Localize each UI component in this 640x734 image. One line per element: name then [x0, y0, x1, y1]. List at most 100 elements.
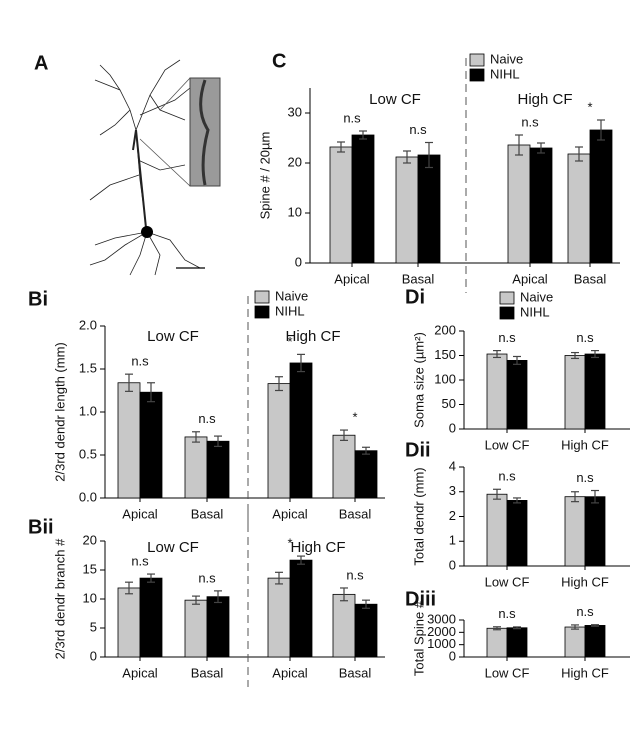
y-tick-label: 0.5: [79, 446, 97, 461]
significance-label: *: [587, 99, 592, 114]
panel-label: Diii: [405, 588, 436, 610]
y-axis-label: Total Spine #: [411, 600, 426, 676]
significance-label: n.s: [498, 330, 516, 345]
x-tick-label: Apical: [122, 665, 158, 680]
bar: [184, 599, 208, 658]
y-tick-label: 30: [288, 104, 302, 119]
y-tick-label: 15: [83, 561, 97, 576]
bar: [206, 596, 230, 658]
y-tick-label: 10: [83, 590, 97, 605]
significance-label: *: [352, 409, 357, 424]
y-tick-label: 100: [434, 371, 456, 386]
x-tick-label: Apical: [122, 506, 158, 521]
significance-label: n.s: [576, 470, 594, 485]
legend-swatch: [469, 53, 485, 67]
group-label: High CF: [517, 91, 572, 108]
bar: [564, 355, 586, 430]
x-tick-label: Basal: [574, 271, 607, 286]
bar: [584, 353, 606, 430]
bar: [332, 593, 356, 658]
y-tick-label: 0: [449, 648, 456, 663]
x-tick-label: Apical: [334, 271, 370, 286]
legend-label: Naive: [490, 51, 523, 66]
x-tick-label: Apical: [272, 506, 308, 521]
bar: [395, 156, 419, 264]
bar: [486, 493, 508, 567]
bar: [529, 147, 553, 264]
bar: [354, 603, 378, 658]
bar: [584, 496, 606, 567]
bar: [351, 134, 375, 264]
y-tick-label: 20: [288, 154, 302, 169]
y-tick-label: 2.0: [79, 317, 97, 332]
y-tick-label: 0: [90, 648, 97, 663]
x-tick-label: Basal: [191, 665, 224, 680]
bar: [589, 129, 613, 264]
legend-swatch: [499, 291, 515, 305]
significance-label: n.s: [576, 330, 594, 345]
legend-label: NIHL: [520, 304, 550, 319]
y-tick-label: 4: [449, 458, 456, 473]
legend-label: Naive: [520, 289, 553, 304]
significance-label: n.s: [498, 469, 516, 484]
y-tick-label: 20: [83, 532, 97, 547]
significance-label: n.s: [131, 354, 149, 369]
y-tick-label: 0: [449, 420, 456, 435]
bar: [506, 359, 528, 430]
group-label: Low CF: [369, 91, 421, 108]
x-tick-label: Basal: [339, 665, 372, 680]
legend-label: NIHL: [490, 66, 520, 81]
x-tick-label: High CF: [561, 574, 609, 589]
bar: [117, 587, 141, 658]
y-axis-label: 2/3rd dendr length (mm): [52, 342, 67, 481]
significance-label: n.s: [131, 553, 149, 568]
bar: [267, 577, 291, 658]
panel-label: Di: [405, 286, 425, 308]
bar: [507, 144, 531, 264]
panel-label: C: [272, 50, 286, 72]
y-tick-label: 1.0: [79, 403, 97, 418]
legend-swatch: [499, 306, 515, 320]
y-tick-label: 0: [449, 557, 456, 572]
bar: [584, 625, 606, 658]
y-tick-label: 3000: [427, 611, 456, 626]
bar: [329, 146, 353, 264]
bar: [564, 496, 586, 567]
panel-label: Bi: [28, 288, 48, 310]
legend-label: NIHL: [275, 303, 305, 318]
x-tick-label: Apical: [512, 271, 548, 286]
group-label: High CF: [285, 328, 340, 345]
panel-label: A: [34, 52, 48, 74]
x-tick-label: Apical: [272, 665, 308, 680]
legend-swatch: [254, 305, 270, 319]
y-tick-label: 5: [90, 619, 97, 634]
y-axis-label: Soma size (µm²): [411, 332, 426, 428]
significance-label: n.s: [409, 122, 427, 137]
y-tick-label: 50: [442, 396, 456, 411]
significance-label: n.s: [521, 114, 539, 129]
significance-label: n.s: [346, 567, 364, 582]
soma: [141, 226, 153, 238]
significance-label: n.s: [576, 604, 594, 619]
significance-label: *: [287, 536, 292, 551]
x-tick-label: High CF: [561, 437, 609, 452]
bar: [417, 154, 441, 264]
x-tick-label: Basal: [402, 271, 435, 286]
panel-label: Dii: [405, 439, 431, 461]
inset-dendrite: [199, 79, 210, 186]
bar: [486, 627, 508, 658]
significance-label: n.s: [198, 570, 216, 585]
x-tick-label: Low CF: [485, 665, 530, 680]
y-tick-label: 2000: [427, 624, 456, 639]
x-tick-label: High CF: [561, 665, 609, 680]
x-tick-label: Basal: [339, 506, 372, 521]
bar: [567, 153, 591, 264]
y-tick-label: 0: [295, 254, 302, 269]
legend-label: Naive: [275, 288, 308, 303]
y-tick-label: 3: [449, 483, 456, 498]
y-tick-label: 1.5: [79, 360, 97, 375]
x-tick-label: Basal: [191, 506, 224, 521]
bar: [289, 362, 313, 499]
bar: [267, 383, 291, 499]
